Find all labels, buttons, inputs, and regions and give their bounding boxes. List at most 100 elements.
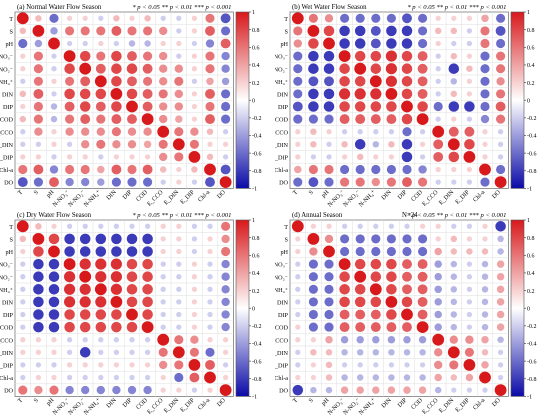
corr-circle-8-11 — [191, 324, 198, 330]
colorbar-tick-label: 0.2 — [527, 81, 535, 87]
corr-circle-2-13 — [221, 246, 231, 257]
col-label: N-NH₄⁺ — [82, 397, 102, 415]
corr-circle-6-3 — [64, 88, 75, 100]
corr-circle-10-0 — [295, 141, 301, 147]
corr-circle-7-8 — [417, 101, 428, 112]
corr-circle-9-10 — [449, 335, 458, 344]
corr-circle-7-6 — [111, 101, 122, 112]
corr-circle-5-6 — [385, 75, 397, 87]
corr-circle-4-7 — [126, 271, 138, 282]
corr-circle-8-12 — [481, 323, 489, 331]
corr-circle-3-11 — [466, 261, 473, 267]
corr-circle-1-2 — [50, 27, 58, 35]
corr-circle-10-4 — [81, 140, 90, 149]
corr-circle-7-1 — [308, 101, 319, 112]
colorbar — [235, 219, 250, 397]
corr-circle-2-0 — [20, 248, 26, 255]
corr-circle-5-9 — [435, 78, 441, 84]
corr-circle-3-11 — [191, 53, 198, 59]
corr-circle-9-10 — [448, 126, 459, 137]
corr-circle-6-3 — [339, 88, 351, 100]
corr-circle-4-11 — [466, 274, 473, 280]
corr-circle-12-2 — [325, 374, 333, 381]
corr-circle-5-4 — [354, 76, 366, 87]
corr-circle-5-13 — [221, 285, 230, 294]
corr-circle-7-7 — [126, 308, 138, 321]
corr-circle-7-6 — [111, 309, 122, 320]
corr-circle-11-11 — [463, 151, 476, 163]
col-label: E_CCO — [146, 396, 165, 415]
corr-circle-11-12 — [206, 153, 214, 161]
corr-circle-5-5 — [94, 75, 107, 88]
corr-circle-7-9 — [433, 101, 443, 112]
colorbar-tick-label: -0.6 — [527, 359, 537, 365]
corr-circle-11-13 — [222, 362, 229, 368]
corr-circle-7-13 — [495, 101, 506, 112]
corr-circle-12-8 — [144, 374, 151, 381]
corr-circle-1-6 — [111, 233, 122, 245]
corr-circle-5-12 — [481, 286, 489, 293]
corr-circle-2-11 — [191, 248, 198, 255]
corr-circle-6-9 — [434, 298, 442, 306]
corr-circle-5-11 — [191, 78, 198, 84]
corr-circle-4-4 — [354, 270, 367, 283]
corr-circle-4-10 — [174, 64, 183, 73]
corr-circle-7-0 — [295, 311, 301, 318]
colorbar-tick-label: -1 — [252, 395, 257, 401]
corr-circle-12-1 — [33, 164, 44, 175]
corr-circle-13-6 — [112, 385, 121, 395]
corr-circle-13-3 — [65, 385, 74, 395]
corr-circle-4-13 — [496, 64, 506, 74]
corr-circle-4-12 — [205, 64, 215, 74]
colorbar-tick-label: 0 — [252, 306, 255, 312]
corr-circle-0-6 — [113, 15, 120, 22]
corr-circle-4-2 — [51, 66, 57, 72]
corr-circle-9-6 — [387, 335, 396, 344]
corr-circle-10-6 — [388, 349, 395, 356]
corr-circle-5-11 — [466, 286, 473, 292]
corr-circle-12-4 — [356, 374, 364, 381]
corr-circle-5-6 — [111, 76, 122, 87]
corr-circle-1-10 — [450, 27, 458, 35]
corr-circle-5-13 — [221, 77, 230, 86]
col-label: Chl-a — [472, 397, 487, 412]
colorbar-tick-label: -0.8 — [527, 169, 537, 175]
corr-circle-0-0 — [16, 12, 29, 25]
corr-circle-8-11 — [191, 116, 198, 122]
corr-circle-0-0 — [291, 220, 304, 233]
corr-circle-4-9 — [434, 272, 442, 281]
corr-circle-11-0 — [20, 362, 26, 368]
corr-circle-0-7 — [129, 223, 135, 229]
corr-circle-9-11 — [190, 335, 199, 344]
corr-circle-6-11 — [191, 91, 198, 97]
corr-circle-7-1 — [33, 309, 44, 320]
corr-circle-7-7 — [401, 308, 413, 321]
corr-circle-12-0 — [295, 374, 301, 381]
corr-circle-10-3 — [341, 141, 348, 148]
row-label: N-NH₄⁺ — [275, 79, 288, 86]
corr-circle-9-5 — [372, 335, 380, 344]
corr-circle-4-4 — [354, 62, 367, 75]
corr-circle-5-0 — [20, 286, 26, 292]
corr-circle-5-2 — [324, 76, 334, 87]
corr-circle-11-13 — [497, 154, 504, 160]
row-label: E_CCO — [275, 337, 289, 344]
row-label: Chl-a — [275, 375, 288, 382]
corr-circle-2-11 — [191, 40, 198, 47]
colorbar-tick-label: 1 — [527, 10, 530, 16]
corr-circle-11-3 — [66, 154, 73, 160]
colorbar-tick-label: 0.4 — [252, 271, 260, 277]
corr-circle-12-1 — [308, 164, 318, 175]
corr-circle-2-10 — [450, 248, 458, 255]
corr-circle-3-4 — [79, 50, 91, 62]
corr-circle-8-4 — [79, 321, 91, 333]
corr-circle-9-13 — [222, 337, 229, 343]
corr-circle-1-3 — [64, 233, 75, 245]
corr-circle-8-0 — [295, 324, 301, 330]
corr-circle-13-0 — [292, 384, 304, 396]
corr-circle-9-3 — [341, 129, 348, 135]
corr-circle-1-7 — [127, 26, 137, 36]
corr-circle-1-0 — [293, 26, 303, 36]
corr-circle-0-7 — [402, 13, 412, 24]
corr-circle-8-13 — [221, 322, 230, 332]
